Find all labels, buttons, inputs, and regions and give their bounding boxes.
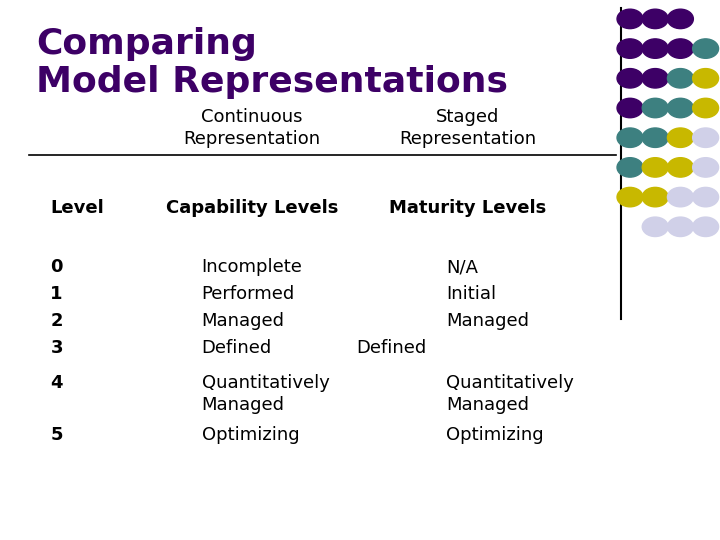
Text: Staged
Representation: Staged Representation: [400, 108, 536, 148]
Text: Managed: Managed: [446, 396, 529, 414]
Circle shape: [667, 217, 693, 237]
Circle shape: [667, 69, 693, 88]
Text: Continuous
Representation: Continuous Representation: [184, 108, 320, 148]
Text: 1: 1: [50, 285, 63, 303]
Circle shape: [617, 69, 643, 88]
Text: Maturity Levels: Maturity Levels: [390, 199, 546, 217]
Circle shape: [693, 128, 719, 147]
Circle shape: [667, 9, 693, 29]
Circle shape: [667, 39, 693, 58]
Text: 2: 2: [50, 312, 63, 330]
Text: Optimizing: Optimizing: [446, 426, 544, 444]
Circle shape: [617, 158, 643, 177]
Text: Quantitatively: Quantitatively: [202, 374, 330, 393]
Circle shape: [642, 9, 668, 29]
Circle shape: [642, 98, 668, 118]
Text: 3: 3: [50, 339, 63, 357]
Circle shape: [693, 217, 719, 237]
Circle shape: [693, 98, 719, 118]
Circle shape: [642, 39, 668, 58]
Circle shape: [617, 128, 643, 147]
Circle shape: [617, 9, 643, 29]
Circle shape: [642, 187, 668, 207]
Text: Optimizing: Optimizing: [202, 426, 300, 444]
Text: 5: 5: [50, 426, 63, 444]
Text: N/A: N/A: [446, 258, 478, 276]
Text: Defined: Defined: [202, 339, 272, 357]
Circle shape: [693, 39, 719, 58]
Text: Level: Level: [50, 199, 104, 217]
Circle shape: [642, 69, 668, 88]
Text: Quantitatively: Quantitatively: [446, 374, 575, 393]
Circle shape: [667, 128, 693, 147]
Text: Capability Levels: Capability Levels: [166, 199, 338, 217]
Circle shape: [667, 98, 693, 118]
Circle shape: [617, 39, 643, 58]
Text: Comparing
Model Representations: Comparing Model Representations: [36, 27, 508, 99]
Text: Managed: Managed: [202, 312, 284, 330]
Text: Initial: Initial: [446, 285, 497, 303]
Circle shape: [667, 187, 693, 207]
Circle shape: [693, 69, 719, 88]
Circle shape: [642, 158, 668, 177]
Circle shape: [642, 128, 668, 147]
Text: Managed: Managed: [446, 312, 529, 330]
Text: 0: 0: [50, 258, 63, 276]
Text: Incomplete: Incomplete: [202, 258, 302, 276]
Text: 4: 4: [50, 374, 63, 393]
Circle shape: [617, 187, 643, 207]
Text: Managed: Managed: [202, 396, 284, 414]
Circle shape: [667, 158, 693, 177]
Circle shape: [642, 217, 668, 237]
Circle shape: [693, 187, 719, 207]
Text: Defined: Defined: [356, 339, 427, 357]
Text: Performed: Performed: [202, 285, 295, 303]
Circle shape: [693, 158, 719, 177]
Circle shape: [617, 98, 643, 118]
